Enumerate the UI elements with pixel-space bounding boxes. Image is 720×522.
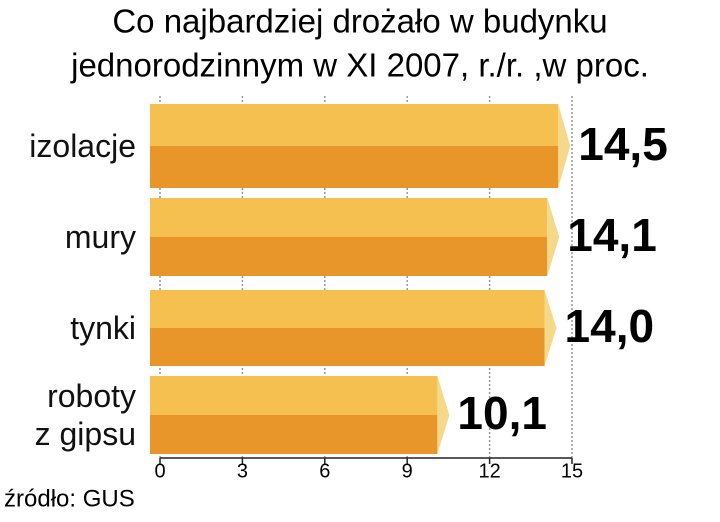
- x-tick-label: 15: [561, 460, 583, 482]
- value-label: 10,1: [457, 387, 547, 439]
- x-tick-label: 9: [402, 460, 413, 482]
- bar: [150, 198, 548, 276]
- x-tick-label: 12: [478, 460, 500, 482]
- chart-title: Co najbardziej drożało w budynku: [112, 3, 607, 40]
- value-label: 14,5: [578, 118, 668, 170]
- chart-title: jednorodzinnym w XI 2007, r./r. ,w proc.: [70, 47, 649, 84]
- bar: [150, 376, 438, 454]
- value-label: 14,0: [565, 300, 655, 352]
- x-tick-label: 0: [154, 460, 165, 482]
- y-tick-label: mury: [64, 219, 136, 255]
- x-tick-label: 6: [319, 460, 330, 482]
- value-label: 14,1: [567, 209, 657, 261]
- x-tick-label: 3: [237, 460, 248, 482]
- bar: [150, 290, 545, 366]
- bar: [150, 104, 559, 188]
- source: źródło: GUS: [4, 485, 135, 512]
- bar-tip: [544, 290, 557, 366]
- y-tick-label: izolacje: [29, 128, 136, 164]
- bar-tip: [547, 198, 560, 276]
- bar-tip: [558, 104, 571, 188]
- bar-tip: [437, 376, 450, 454]
- y-tick-label: roboty z gipsu: [34, 378, 136, 452]
- y-tick-label: tynki: [70, 310, 136, 346]
